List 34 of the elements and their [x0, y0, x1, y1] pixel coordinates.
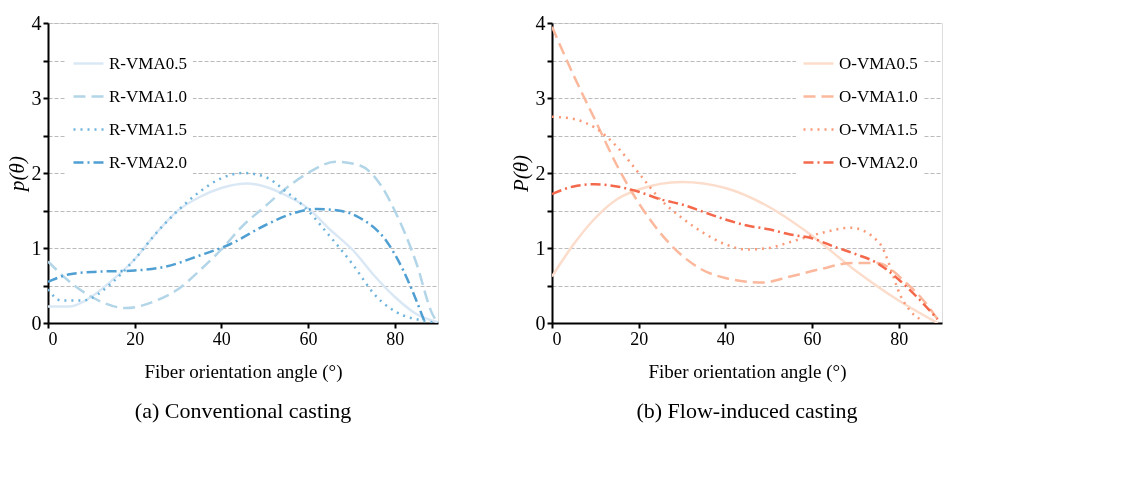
legend-label: O-VMA0.5 — [839, 53, 918, 73]
x-tick-label: 20 — [126, 328, 145, 349]
x-tick-label: 20 — [630, 328, 649, 349]
text: (b) Flow-induced casting — [636, 398, 858, 423]
x-axis-title: Fiber orientation angle (°) — [648, 360, 847, 383]
y-tick-label: 3 — [535, 86, 546, 109]
legend-label: O-VMA1.0 — [839, 86, 918, 106]
y-tick-label: 1 — [31, 236, 42, 259]
x-tick-label: 60 — [803, 328, 822, 349]
x-tick-label: 40 — [716, 328, 735, 349]
x-tick-label: 40 — [212, 328, 231, 349]
y-axis-title: p(θ) — [4, 156, 29, 193]
y-axis-title: P(θ) — [508, 154, 533, 194]
x-tick-label: 80 — [386, 328, 405, 349]
y-tick-label: 4 — [31, 11, 42, 34]
legend-label: R-VMA1.0 — [109, 86, 187, 106]
x-axis-title: Fiber orientation angle (°) — [144, 360, 343, 383]
y-tick-label: 2 — [31, 161, 42, 184]
y-tick-label: 3 — [31, 86, 42, 109]
legend-label: O-VMA1.5 — [839, 119, 918, 139]
y-tick-label: 0 — [31, 311, 42, 334]
y-tick-label: 0 — [535, 311, 546, 334]
legend-label: R-VMA1.5 — [109, 119, 187, 139]
y-tick-label: 1 — [535, 236, 546, 259]
y-tick-label: 2 — [535, 161, 546, 184]
legend-label: R-VMA2.0 — [109, 152, 187, 172]
x-tick-label: 0 — [552, 328, 562, 349]
y-tick-label: 4 — [535, 11, 546, 34]
x-tick-label: 80 — [890, 328, 909, 349]
x-tick-label: 0 — [48, 328, 58, 349]
text: (a) Conventional casting — [134, 398, 352, 423]
legend-label: R-VMA0.5 — [109, 53, 187, 73]
legend-label: O-VMA2.0 — [839, 152, 918, 172]
x-tick-label: 60 — [299, 328, 318, 349]
